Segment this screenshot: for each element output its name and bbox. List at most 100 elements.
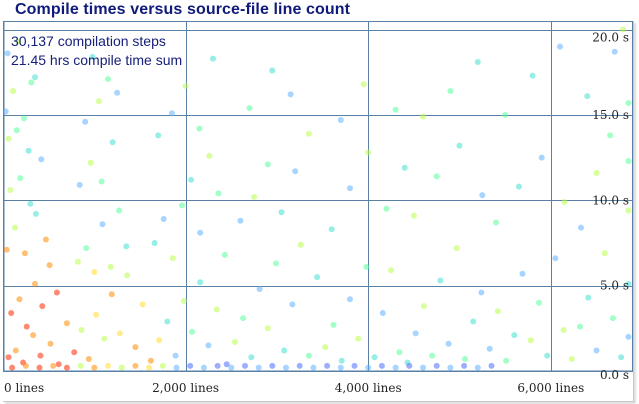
data-point — [445, 340, 452, 347]
data-point — [305, 130, 312, 137]
data-point — [63, 364, 70, 371]
data-point — [9, 364, 16, 371]
data-point — [10, 88, 16, 94]
data-point — [383, 205, 390, 212]
data-point — [365, 364, 372, 371]
data-point — [296, 362, 303, 369]
data-point — [221, 251, 228, 258]
data-point — [55, 361, 62, 368]
data-point — [30, 332, 37, 339]
y-tick-label: 15.0 s — [592, 108, 629, 122]
data-point — [494, 308, 501, 315]
data-point — [625, 207, 632, 214]
data-point — [568, 356, 575, 362]
data-point — [32, 210, 39, 217]
data-point — [180, 298, 187, 304]
data-point — [23, 323, 30, 330]
data-point — [28, 79, 35, 86]
data-point — [146, 364, 153, 371]
data-point — [287, 91, 294, 98]
data-point — [310, 364, 317, 371]
data-point — [156, 337, 163, 344]
data-point — [91, 364, 98, 371]
data-point — [488, 362, 495, 369]
data-point — [53, 289, 60, 296]
data-point — [557, 43, 563, 50]
data-point — [159, 362, 166, 369]
data-point — [283, 364, 289, 371]
data-point — [77, 362, 84, 369]
data-point — [3, 108, 9, 115]
data-point — [123, 243, 130, 250]
data-point — [314, 274, 321, 281]
data-point — [392, 364, 399, 371]
data-point — [538, 154, 545, 161]
stat-steps: 30,137 compilation steps — [11, 33, 166, 49]
data-point — [544, 352, 551, 359]
data-point — [39, 303, 46, 310]
chart-title: Compile times versus source-file line co… — [15, 1, 351, 18]
data-point — [420, 113, 426, 120]
data-point — [248, 354, 255, 361]
data-point — [76, 181, 83, 188]
data-point — [32, 280, 38, 287]
data-point — [25, 147, 32, 154]
data-point — [371, 354, 378, 361]
data-point — [3, 246, 10, 253]
data-point — [433, 362, 440, 369]
data-point — [593, 170, 600, 176]
data-point — [406, 362, 413, 369]
data-point — [479, 192, 486, 199]
data-point — [273, 260, 279, 267]
data-point — [200, 364, 207, 371]
data-point — [503, 357, 510, 364]
data-point — [527, 337, 534, 344]
data-point — [107, 263, 114, 270]
data-point — [625, 158, 632, 164]
data-point — [330, 321, 337, 328]
data-point — [13, 127, 20, 134]
data-point — [256, 286, 263, 292]
data-point — [474, 364, 481, 371]
data-point — [255, 364, 262, 371]
data-point — [37, 352, 44, 359]
data-point — [577, 323, 583, 330]
data-point — [172, 352, 179, 359]
data-point — [410, 212, 417, 219]
data-point — [118, 364, 125, 371]
data-point — [560, 327, 567, 333]
data-point — [215, 190, 222, 197]
data-point — [22, 362, 29, 369]
data-point — [578, 224, 584, 231]
data-point — [93, 311, 100, 318]
data-point — [396, 349, 403, 356]
plot-border — [3, 21, 633, 372]
data-point — [625, 280, 632, 287]
data-point — [401, 164, 408, 171]
data-point — [269, 67, 276, 74]
data-point — [42, 236, 49, 243]
data-point — [160, 216, 167, 222]
data-point — [89, 53, 96, 60]
data-point — [388, 267, 394, 274]
data-point — [169, 255, 176, 262]
data-point — [297, 241, 304, 248]
x-tick-label: 0 lines — [4, 381, 44, 395]
data-point — [515, 183, 522, 190]
data-point — [328, 226, 335, 233]
data-point — [38, 156, 45, 163]
data-point — [47, 340, 54, 347]
data-point — [593, 347, 600, 354]
data-point — [392, 106, 399, 113]
data-point — [474, 59, 481, 65]
data-point — [15, 38, 22, 45]
data-point — [246, 105, 253, 112]
data-point — [151, 240, 158, 246]
data-point — [85, 356, 92, 362]
data-point — [502, 111, 509, 118]
grid — [3, 21, 633, 372]
data-point — [179, 202, 185, 209]
data-point — [486, 345, 493, 352]
y-tick-label: 10.0 s — [592, 193, 629, 207]
data-point — [5, 354, 12, 361]
